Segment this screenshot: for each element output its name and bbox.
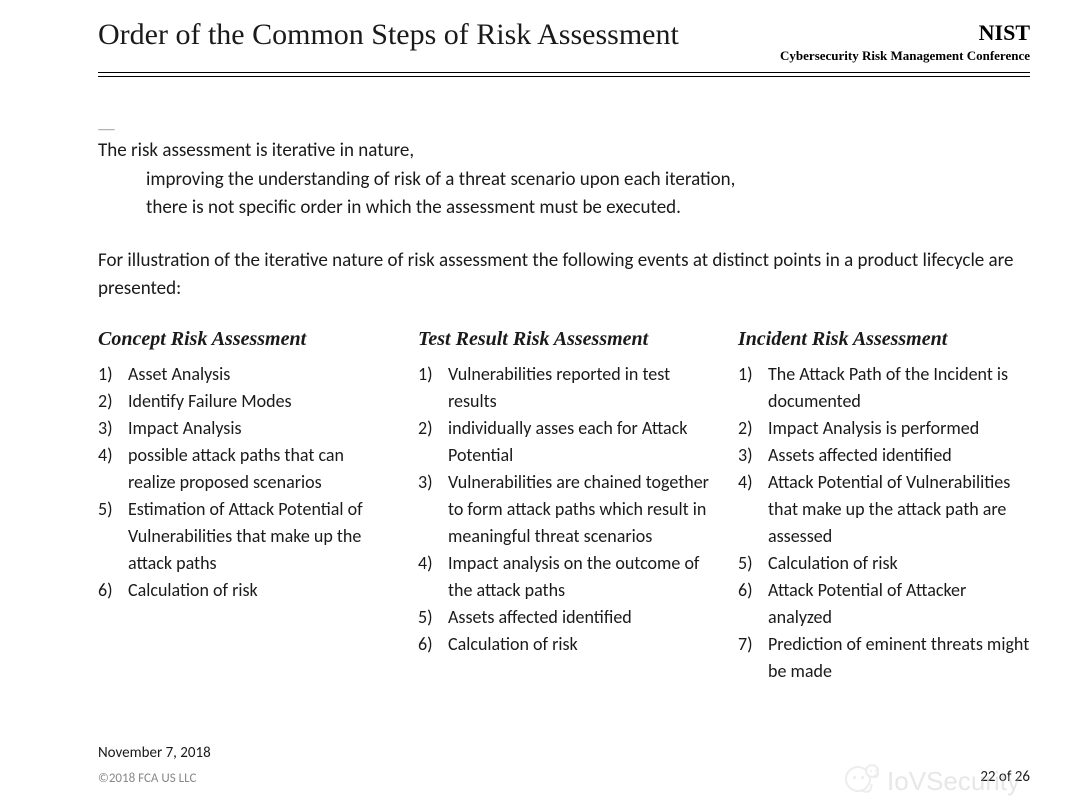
content-area: ----------- The risk assessment is itera… [40, 77, 1040, 685]
footer-copyright: ©2018 FCA US LLC [98, 771, 196, 786]
list-concept: Asset Analysis Identify Failure Modes Im… [98, 361, 390, 604]
list-item: Calculation of risk [738, 550, 1030, 577]
list-item: Vulnerabilities are chained together to … [418, 469, 710, 550]
intro-line-3: there is not specific order in which the… [98, 194, 1030, 223]
list-item: Prediction of eminent threats might be m… [738, 631, 1030, 685]
list-item: Calculation of risk [98, 577, 390, 604]
column-title-incident: Incident Risk Assessment [738, 328, 1030, 351]
slide-container: Order of the Common Steps of Risk Assess… [0, 0, 1080, 810]
intro-line-1: The risk assessment is iterative in natu… [98, 137, 1030, 166]
list-item: Vulnerabilities reported in test results [418, 361, 710, 415]
list-incident: The Attack Path of the Incident is docum… [738, 361, 1030, 685]
column-title-test: Test Result Risk Assessment [418, 328, 710, 351]
list-item: Estimation of Attack Potential of Vulner… [98, 496, 390, 577]
column-incident: Incident Risk Assessment The Attack Path… [738, 328, 1030, 685]
column-concept: Concept Risk Assessment Asset Analysis I… [98, 328, 390, 685]
list-item: Calculation of risk [418, 631, 710, 658]
columns-container: Concept Risk Assessment Asset Analysis I… [98, 328, 1030, 685]
list-item: Assets affected identified [738, 442, 1030, 469]
list-item: The Attack Path of the Incident is docum… [738, 361, 1030, 415]
list-item: Identify Failure Modes [98, 388, 390, 415]
footer-date: November 7, 2018 [98, 744, 211, 762]
list-item: Attack Potential of Vulnerabilities that… [738, 469, 1030, 550]
list-item: possible attack paths that can realize p… [98, 442, 390, 496]
org-subtitle: Cybersecurity Risk Management Conference [780, 48, 1030, 64]
intro-paragraph-2: For illustration of the iterative nature… [98, 247, 1030, 304]
list-item: Impact Analysis [98, 415, 390, 442]
list-item: individually asses each for Attack Poten… [418, 415, 710, 469]
header-divider-1 [98, 72, 1030, 73]
list-item: Asset Analysis [98, 361, 390, 388]
org-block: NIST Cybersecurity Risk Management Confe… [780, 20, 1030, 64]
intro-line-2: improving the understanding of risk of a… [98, 166, 1030, 195]
list-item: Impact analysis on the outcome of the at… [418, 550, 710, 604]
list-item: Assets affected identified [418, 604, 710, 631]
page-title: Order of the Common Steps of Risk Assess… [98, 18, 679, 52]
column-title-concept: Concept Risk Assessment [98, 328, 390, 351]
page-number: 22 of 26 [980, 768, 1030, 786]
wechat-icon [845, 764, 879, 798]
header-row: Order of the Common Steps of Risk Assess… [40, 18, 1040, 64]
org-label: NIST [780, 20, 1030, 46]
list-item: Attack Potential of Attacker analyzed [738, 577, 1030, 631]
column-test-result: Test Result Risk Assessment Vulnerabilit… [418, 328, 710, 685]
list-item: Impact Analysis is performed [738, 415, 1030, 442]
list-test-result: Vulnerabilities reported in test results… [418, 361, 710, 658]
dash-mark: ----------- [98, 125, 1030, 135]
